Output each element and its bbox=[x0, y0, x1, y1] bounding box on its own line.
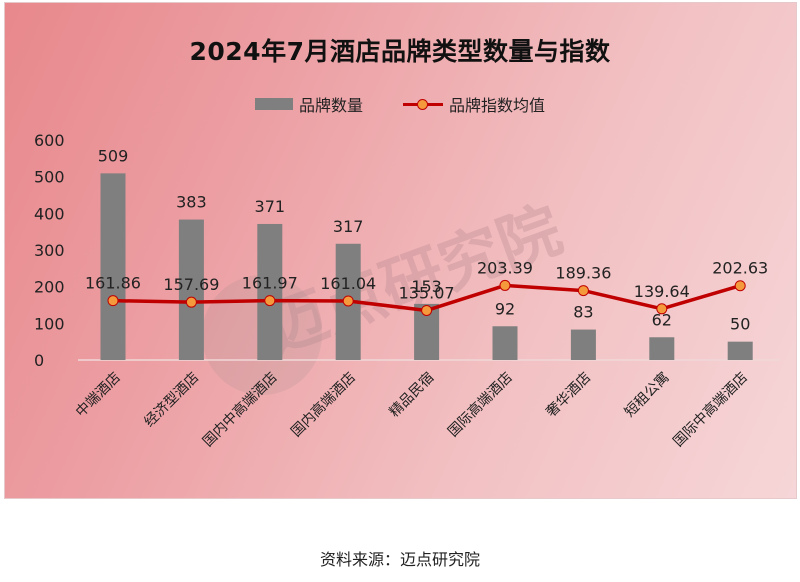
line-value-label: 189.36 bbox=[555, 264, 611, 283]
line-marker bbox=[577, 285, 589, 297]
chart-legend: 品牌数量 品牌指数均值 bbox=[255, 92, 545, 116]
line-value-label: 139.64 bbox=[634, 282, 690, 301]
bar bbox=[257, 223, 283, 360]
legend-line-label: 品牌指数均值 bbox=[449, 96, 546, 115]
chart-card bbox=[4, 2, 797, 499]
bar-value-label: 509 bbox=[98, 146, 129, 165]
line-marker bbox=[656, 303, 668, 315]
x-tick-label: 中端酒店 bbox=[73, 370, 124, 421]
y-tick-label: 300 bbox=[34, 241, 65, 260]
y-tick-label: 400 bbox=[34, 204, 65, 223]
y-tick-label: 600 bbox=[34, 131, 65, 150]
line-value-label: 161.86 bbox=[85, 274, 141, 293]
line-marker bbox=[107, 295, 119, 307]
x-tick-label: 国际中高端酒店 bbox=[670, 369, 751, 450]
line-marker bbox=[185, 296, 197, 308]
bar-value-label: 317 bbox=[333, 217, 364, 236]
line-value-label: 161.04 bbox=[320, 274, 376, 293]
bar bbox=[727, 341, 753, 360]
x-tick-label: 短租公寓 bbox=[621, 369, 673, 421]
y-tick-label: 0 bbox=[34, 351, 44, 370]
line-marker bbox=[734, 280, 746, 292]
x-tick-label: 国际高端酒店 bbox=[444, 369, 515, 440]
chart-title: 2024年7月酒店品牌类型数量与指数 bbox=[189, 37, 611, 66]
bar bbox=[570, 329, 596, 360]
line-value-label: 157.69 bbox=[163, 275, 219, 294]
bar-value-label: 383 bbox=[176, 193, 207, 212]
line-marker bbox=[342, 295, 354, 307]
bar bbox=[100, 173, 126, 360]
legend-bar-swatch bbox=[255, 98, 293, 110]
bar-value-label: 83 bbox=[573, 303, 593, 322]
x-tick-label: 奢华酒店 bbox=[543, 370, 594, 421]
bar-value-label: 92 bbox=[495, 299, 515, 318]
legend-bar-label: 品牌数量 bbox=[299, 96, 364, 115]
line-marker bbox=[421, 304, 433, 316]
source-note: 资料来源：迈点研究院 bbox=[319, 550, 480, 569]
bar-value-label: 371 bbox=[255, 197, 286, 216]
x-tick-label: 精品民宿 bbox=[386, 369, 438, 421]
bar bbox=[492, 326, 518, 360]
bar-value-label: 50 bbox=[730, 315, 750, 334]
line-value-label: 135.07 bbox=[399, 283, 455, 302]
line-value-label: 203.39 bbox=[477, 258, 533, 277]
bar bbox=[649, 337, 675, 360]
bar-value-label: 153 bbox=[411, 277, 442, 296]
bar-value-label: 62 bbox=[652, 310, 672, 329]
y-tick-label: 500 bbox=[34, 168, 65, 187]
line-marker bbox=[499, 279, 511, 291]
legend-line-swatch bbox=[403, 96, 444, 112]
line-value-label: 161.97 bbox=[242, 274, 298, 293]
line-marker bbox=[264, 295, 276, 307]
x-tick-label: 经济型酒店 bbox=[141, 370, 202, 431]
y-tick-label: 200 bbox=[34, 278, 65, 297]
line-value-label: 202.63 bbox=[712, 259, 768, 278]
y-tick-label: 100 bbox=[34, 314, 65, 333]
bar bbox=[178, 219, 204, 360]
